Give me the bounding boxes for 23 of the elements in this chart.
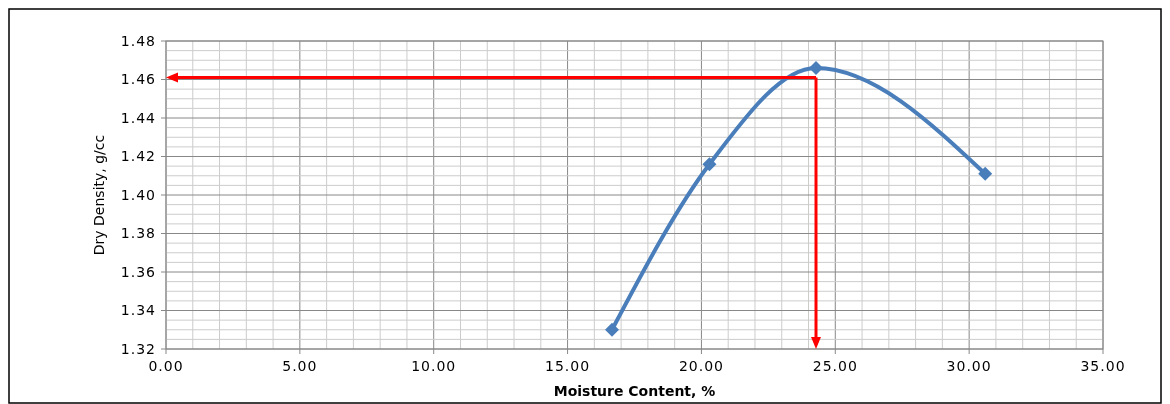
y-tick-label: 1.44 [120, 109, 156, 126]
x-axis-title: Moisture Content, % [553, 383, 716, 399]
y-axis-title: Dry Density, g/cc [91, 134, 107, 256]
y-tick-label: 1.32 [120, 340, 156, 357]
y-tick-label: 1.38 [120, 225, 156, 242]
y-tick-label: 1.36 [120, 263, 156, 280]
point [809, 60, 824, 75]
x-tick-label: 15.00 [545, 358, 591, 374]
y-tick-label: 1.34 [120, 302, 156, 319]
y-tick-label: 1.42 [120, 148, 156, 165]
x-tick-label: 30.00 [946, 358, 992, 374]
x-tick-label: 10.00 [411, 358, 457, 374]
point [605, 322, 620, 337]
y-tick-label: 1.40 [120, 186, 156, 203]
y-tick-label: 1.46 [120, 71, 156, 88]
x-tick-label: 25.00 [812, 358, 858, 374]
x-tick-label: 35.00 [1080, 358, 1126, 374]
point [978, 166, 993, 181]
x-tick-label: 0.00 [148, 358, 184, 374]
point [702, 157, 717, 172]
y-tick-label: 1.48 [120, 32, 156, 49]
x-tick-label: 5.00 [282, 358, 318, 374]
x-tick-label: 20.00 [678, 358, 724, 374]
